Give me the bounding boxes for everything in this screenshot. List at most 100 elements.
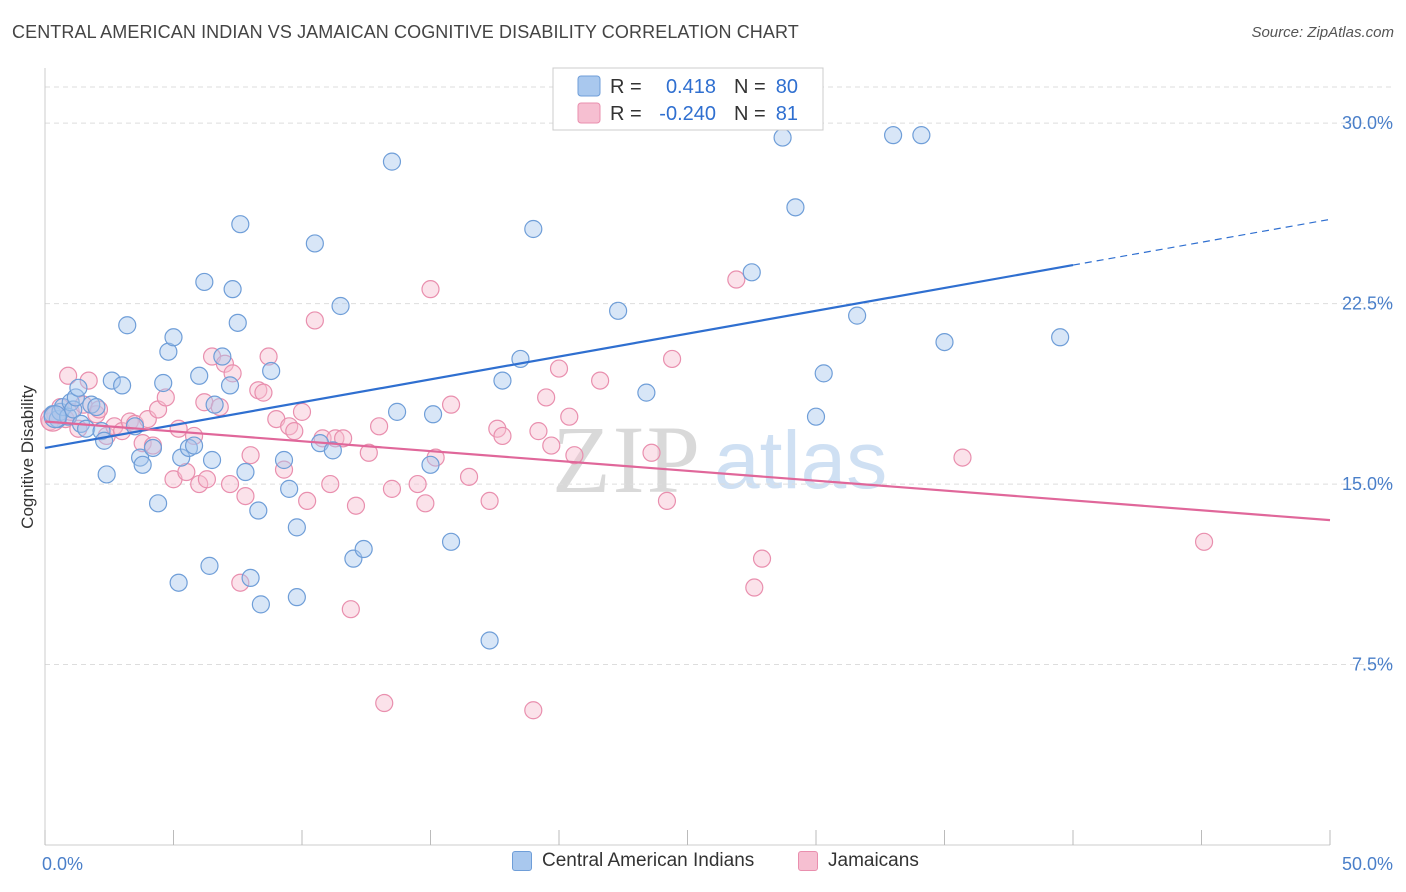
legend-swatch-blue (577, 75, 601, 97)
central-american-indians-point-44 (251, 595, 270, 614)
legend-label-central-american-indians: Central American Indians (542, 850, 755, 871)
legend-n-label-2: N = (734, 103, 766, 125)
central-american-indians-point-61 (480, 631, 499, 650)
x-tick-label-0: 0.0% (42, 854, 83, 874)
central-american-indians-point-71 (814, 364, 833, 383)
central-american-indians-point-38 (223, 280, 242, 299)
jamaicans-point-68 (549, 359, 569, 378)
watermark: ZIP atlas (552, 406, 887, 513)
central-american-indians-point-40 (231, 215, 250, 234)
legend-item-central-american-indians: Central American Indians (512, 850, 754, 872)
jamaicans-point-43 (292, 402, 312, 421)
trend-line-central-american-indians-extension (1072, 218, 1331, 266)
x-tick-label-1: 50.0% (1342, 854, 1393, 874)
central-american-indians-point-49 (287, 588, 306, 607)
central-american-indians-point-20 (130, 448, 150, 467)
axes (44, 68, 1331, 846)
central-american-indians-point-25 (159, 342, 178, 361)
central-american-indians-point-42 (241, 568, 260, 588)
jamaicans-point-67 (542, 436, 561, 455)
central-american-indians-point-75 (935, 332, 954, 352)
jamaicans-point-49 (334, 429, 353, 448)
jamaicans-point-52 (359, 443, 378, 462)
central-american-indians-point-17 (112, 376, 132, 395)
jamaicans-point-58 (421, 280, 440, 299)
central-american-indians-cluster-point (43, 405, 67, 429)
legend-item-jamaicans: Jamaicans (798, 850, 919, 872)
jamaicans-point-51 (346, 496, 366, 515)
legend-swatch-jamaicans (798, 851, 818, 871)
central-american-indians-point-35 (205, 395, 224, 414)
central-american-indians-point-74 (912, 126, 931, 145)
legend-swatch-central-american-indians (512, 851, 532, 871)
jamaicans-point-78 (752, 549, 772, 568)
jamaicans-point-66 (537, 388, 556, 407)
legend-r-label-2: R = (610, 103, 642, 125)
jamaicans-point-73 (642, 443, 661, 462)
central-american-indians-point-27 (169, 573, 188, 592)
jamaicans-point-74 (657, 491, 677, 511)
central-american-indians-point-50 (305, 234, 324, 253)
jamaicans-point-80 (1194, 532, 1214, 551)
jamaicans-point-72 (591, 371, 610, 390)
jamaicans-point-53 (370, 417, 389, 436)
central-american-indians-point-8 (69, 378, 88, 397)
central-american-indians-point-48 (287, 518, 306, 537)
central-american-indians-point-31 (190, 366, 209, 385)
central-american-indians-point-68 (773, 128, 792, 147)
legend-swatch-pink (577, 102, 601, 124)
jamaicans-point-34 (236, 486, 255, 506)
central-american-indians-point-70 (806, 407, 826, 426)
central-american-indians-point-76 (1051, 328, 1070, 347)
jamaicans-point-37 (254, 383, 273, 402)
jamaicans-point-62 (480, 491, 499, 511)
central-american-indians-point-36 (213, 347, 232, 366)
central-american-indians-point-72 (848, 306, 867, 325)
central-american-indians-point-65 (609, 301, 628, 320)
jamaicans-point-50 (341, 600, 360, 619)
jamaicans-point-31 (220, 474, 240, 494)
legend-n-label-1: N = (734, 76, 766, 98)
jamaicans-point-27 (197, 470, 217, 489)
central-american-indians-points (43, 126, 1070, 650)
jamaicans-point-64 (493, 426, 512, 446)
jamaicans-point-60 (441, 395, 461, 414)
jamaicans-point-56 (408, 474, 427, 494)
jamaicans-point-54 (375, 693, 394, 713)
jamaicans-point-44 (298, 491, 317, 511)
jamaicans-point-23 (177, 462, 196, 482)
y-tick-label-3: 30.0% (1342, 113, 1393, 133)
jamaicans-point-35 (241, 446, 260, 465)
central-american-indians-point-39 (228, 313, 247, 332)
jamaicans-point-76 (727, 270, 746, 289)
jamaicans-point-8 (79, 371, 98, 390)
trend-line-jamaicans (44, 420, 1331, 522)
source-label: Source: ZipAtlas.com (1251, 24, 1394, 41)
jamaicans-point-69 (560, 407, 579, 426)
central-american-indians-point-26 (164, 328, 183, 347)
y-tick-label-1: 15.0% (1342, 474, 1393, 494)
y-tick-label-0: 7.5% (1352, 655, 1393, 675)
jamaicans-point-55 (382, 479, 402, 498)
central-american-indians-point-59 (423, 405, 443, 424)
jamaicans-point-71 (524, 701, 543, 720)
jamaicans-point-42 (285, 422, 304, 441)
central-american-indians-point-5 (61, 393, 80, 412)
central-american-indians-point-57 (387, 402, 407, 421)
central-american-indians-point-58 (421, 455, 440, 474)
trend-lines (44, 218, 1331, 522)
central-american-indians-point-16 (102, 371, 121, 390)
y-tick-label-2: 22.5% (1342, 294, 1393, 314)
central-american-indians-point-33 (200, 556, 219, 575)
central-american-indians-point-18 (118, 316, 137, 335)
legend-r-value-2: -0.240 (659, 103, 716, 125)
watermark-atlas: atlas (714, 415, 887, 506)
central-american-indians-point-15 (97, 465, 116, 484)
central-american-indians-point-55 (354, 539, 373, 559)
central-american-indians-point-32 (195, 272, 214, 292)
central-american-indians-point-67 (742, 263, 761, 282)
central-american-indians-point-45 (262, 361, 281, 381)
central-american-indians-point-14 (95, 431, 114, 450)
trend-line-central-american-indians (44, 264, 1074, 450)
